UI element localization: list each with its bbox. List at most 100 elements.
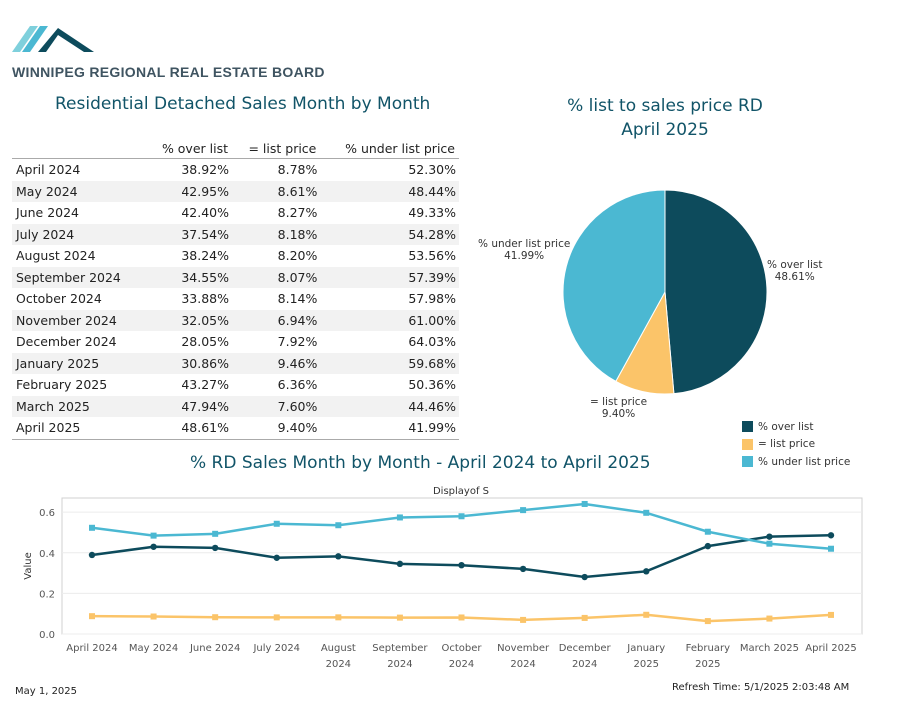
data-point-over-list: [704, 542, 712, 550]
x-tick-label: 2024: [449, 659, 474, 670]
row-value: 8.61%: [232, 180, 321, 202]
legend-label: % over list: [758, 420, 814, 433]
row-value: 57.39%: [320, 266, 459, 288]
line-chart-title: % RD Sales Month by Month - April 2024 t…: [190, 453, 651, 473]
data-point-at-list: [396, 614, 403, 621]
row-value: 8.27%: [277, 205, 318, 221]
row-month: December 2024: [16, 334, 117, 350]
legend-label: = list price: [758, 438, 816, 451]
table-row: October 2024 33.88% 8.14% 57.98%: [12, 288, 459, 310]
row-value: 32.05%: [145, 309, 232, 331]
row-value: 43.27%: [181, 377, 229, 393]
row-month: May 2024: [12, 180, 146, 202]
column-header: % under list price: [320, 138, 459, 159]
data-point-under-list: [520, 507, 527, 514]
x-tick-label: July 2024: [252, 643, 300, 654]
row-month: March 2025: [12, 395, 146, 417]
data-point-over-list: [211, 544, 219, 552]
row-month: April 2024: [16, 162, 81, 178]
data-point-at-list: [828, 611, 834, 618]
org-name: WINNIPEG REGIONAL REAL ESTATE BOARD: [12, 64, 325, 80]
data-point-over-list: [766, 533, 773, 540]
table-row: February 2025 43.27% 6.36% 50.36%: [12, 374, 459, 396]
refresh-time: Refresh Time: 5/1/2025 2:03:48 AM: [672, 682, 850, 693]
row-value: 52.30%: [408, 162, 456, 178]
row-month: February 2025: [16, 377, 108, 393]
pie-slice-under: [562, 189, 666, 383]
row-value: 8.78%: [277, 162, 318, 178]
line-chart: Displayof S 0.0 0.2 0.4 0.6 Value April 2024 Ma…: [23, 486, 863, 670]
row-value: 42.40%: [181, 205, 229, 221]
data-point-at-list: [212, 614, 219, 621]
row-value: 8.18%: [232, 223, 321, 245]
data-point-at-list: [89, 613, 95, 620]
y-axis-label: Value: [23, 552, 34, 579]
x-tick-label: 2024: [326, 659, 351, 670]
row-month: April 2025: [12, 417, 146, 440]
pie-label-under-value: 41.99%: [504, 250, 545, 262]
x-tick-label: April 2024: [66, 643, 117, 654]
pie-title: % list to sales price RD April 2025: [540, 94, 790, 142]
legend-swatch: [742, 456, 753, 468]
data-point-over-list: [335, 553, 342, 560]
row-value: 53.56%: [408, 248, 456, 264]
wrreb-logo: [12, 26, 94, 52]
row-value: 7.60%: [232, 395, 321, 417]
table-row: July 2024 37.54% 8.18% 54.28%: [12, 223, 459, 245]
row-value: 8.20%: [277, 248, 318, 264]
row-value: 6.36%: [277, 377, 318, 393]
x-tick-label: April 2025: [805, 643, 856, 654]
row-value: 54.28%: [320, 223, 459, 245]
pie-label-at-value: 9.40%: [601, 408, 636, 420]
row-value: 59.68%: [320, 352, 459, 374]
x-tick-label: 2025: [634, 659, 659, 670]
data-point-over-list: [150, 543, 157, 550]
x-tick-label: December: [559, 643, 612, 654]
series-line-under-list: [91, 502, 832, 550]
row-month: October 2024: [16, 291, 102, 307]
legend-label: % under list price: [758, 455, 851, 468]
row-value: 38.24%: [181, 248, 229, 264]
y-tick-label: 0.0: [39, 630, 55, 641]
data-point-under-list: [581, 500, 588, 507]
row-value: 34.55%: [145, 266, 232, 288]
x-tick-label: September: [372, 643, 428, 654]
data-point-over-list: [88, 551, 96, 559]
data-point-under-list: [766, 540, 773, 547]
x-tick-label: February: [686, 643, 730, 654]
row-value: 7.92%: [277, 334, 318, 350]
x-tick-label: August: [321, 643, 356, 654]
row-month: September 2024: [12, 266, 146, 288]
x-tick-label: 2024: [387, 659, 412, 670]
data-point-over-list: [273, 554, 280, 561]
column-header: [12, 138, 146, 159]
row-month: August 2024: [16, 248, 96, 264]
x-tick-label: 2024: [572, 659, 597, 670]
data-point-at-list: [643, 611, 650, 618]
pie-slice-at: [615, 290, 675, 395]
legend-swatch: [742, 421, 753, 433]
data-point-at-list: [458, 614, 465, 621]
row-value: 6.94%: [232, 309, 321, 331]
row-month: July 2024: [12, 223, 146, 245]
table-row: September 2024 34.55% 8.07% 57.39%: [12, 266, 459, 288]
pie-label-at-name: = list price: [590, 396, 648, 408]
data-point-over-list: [643, 568, 650, 575]
row-value: 57.98%: [408, 291, 456, 307]
row-value: 9.40%: [232, 417, 321, 440]
data-point-under-list: [704, 528, 711, 535]
data-point-over-list: [519, 565, 527, 573]
data-point-over-list: [581, 573, 588, 581]
data-point-under-list: [828, 545, 834, 552]
line-chart-subtitle: Displayof S: [433, 486, 489, 497]
pie-label-under: % under list price 41.99%: [478, 238, 570, 262]
pie-label-over-value: 48.61%: [774, 271, 815, 283]
table-row: April 2024 38.92% 8.78% 52.30%: [12, 159, 459, 181]
data-point-under-list: [458, 513, 465, 520]
column-header: % over list: [145, 138, 232, 159]
data-point-over-list: [396, 560, 404, 568]
x-tick-label: November: [497, 643, 550, 654]
pie-subtitle: April 2025: [621, 120, 709, 140]
x-tick-label: January: [626, 643, 665, 654]
row-value: 47.94%: [145, 395, 232, 417]
